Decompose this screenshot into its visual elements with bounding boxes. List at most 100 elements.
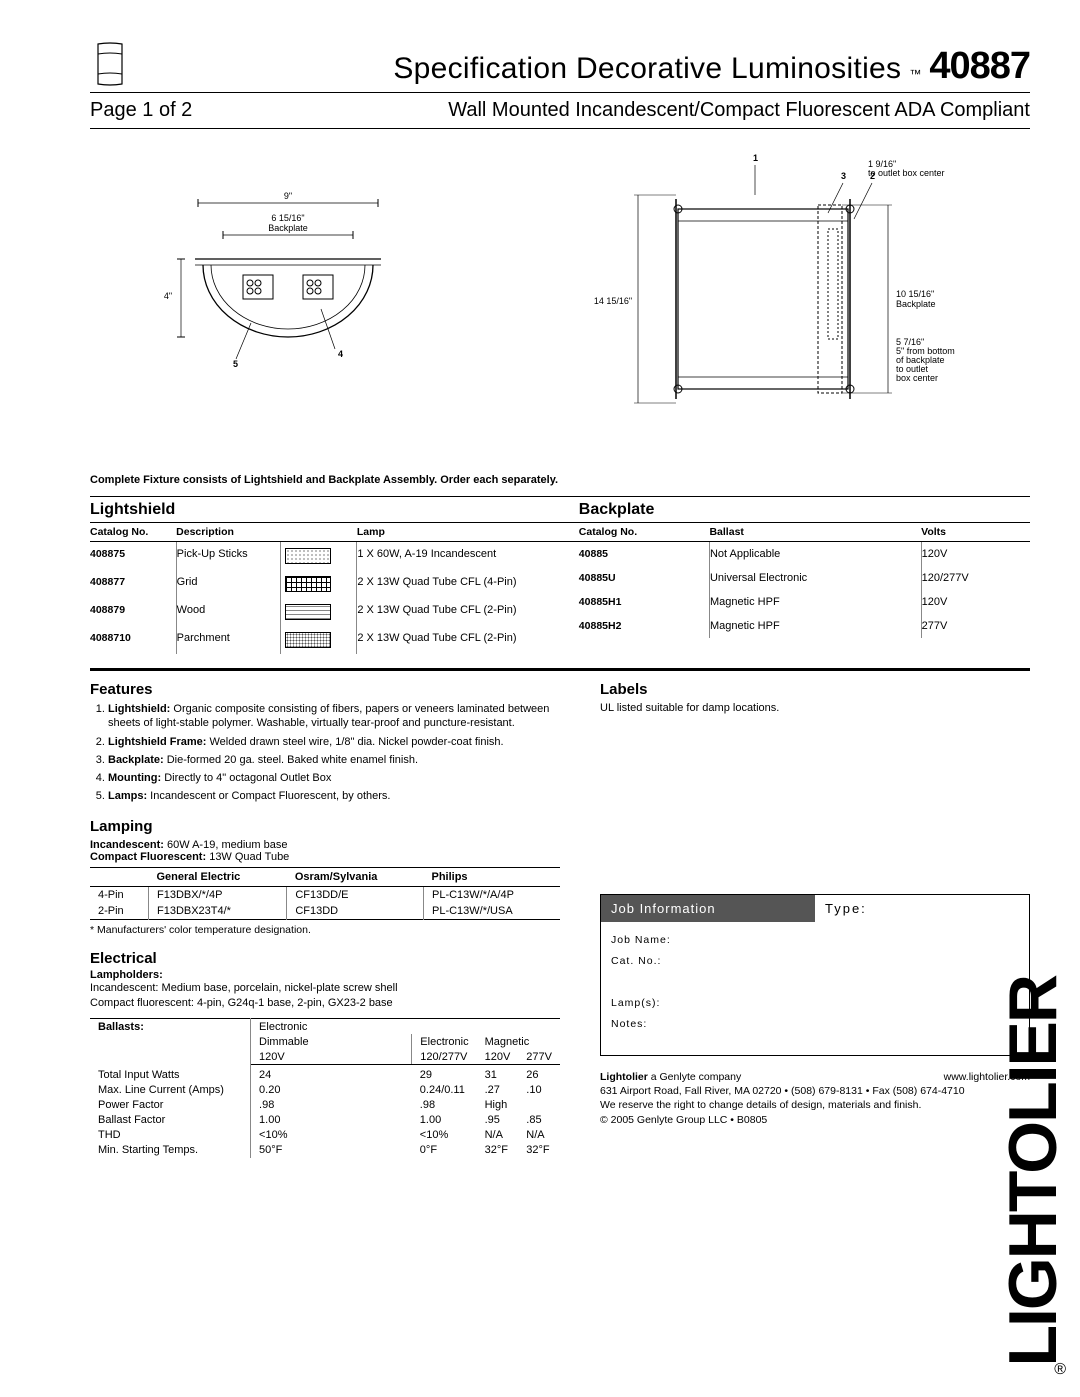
- job-type-label: Type:: [815, 895, 877, 922]
- job-name-label: Job Name:: [611, 930, 1019, 951]
- lamping-footnote: * Manufacturers' color temperature desig…: [90, 924, 560, 936]
- labels-title: Labels: [600, 681, 1030, 698]
- feature-item: Lamps: Incandescent or Compact Fluoresce…: [108, 789, 560, 803]
- features-title: Features: [90, 681, 560, 698]
- diagram-side: 1 3 2 1 9/16" to outlet box center: [558, 149, 998, 459]
- table-cell: .98: [412, 1098, 477, 1113]
- lamping-title: Lamping: [90, 818, 560, 835]
- table-cell: 2 X 13W Quad Tube CFL (2-Pin): [357, 598, 579, 626]
- header: Specification Decorative Luminosities ™ 4…: [90, 40, 1030, 93]
- product-icon: [90, 40, 130, 88]
- table-cell: 0°F: [412, 1143, 477, 1158]
- swatch-icon: [285, 576, 331, 592]
- svg-text:4: 4: [338, 349, 343, 359]
- table-cell: 0.24/0.11: [412, 1083, 477, 1098]
- table-cell: .98: [251, 1098, 412, 1113]
- tm: ™: [909, 67, 921, 81]
- table-cell: 4088710: [90, 626, 176, 654]
- table-cell: [281, 598, 357, 626]
- job-info-box: Job Information Type: Job Name: Cat. No.…: [600, 894, 1030, 1056]
- table-cell: N/A: [477, 1128, 519, 1143]
- swatch-icon: [285, 548, 331, 564]
- table-cell: Max. Line Current (Amps): [90, 1083, 251, 1098]
- table-cell: 408875: [90, 542, 176, 571]
- table-cell: Pick-Up Sticks: [176, 542, 280, 571]
- table-cell: Power Factor: [90, 1098, 251, 1113]
- table-cell: 32°F: [518, 1143, 560, 1158]
- lampholders-text: Incandescent: Medium base, porcelain, ni…: [90, 981, 560, 1011]
- swatch-icon: [285, 632, 331, 648]
- feature-item: Lightshield Frame: Welded drawn steel wi…: [108, 735, 560, 749]
- job-lamps-label: Lamp(s):: [611, 993, 1019, 1014]
- table-cell: Min. Starting Temps.: [90, 1143, 251, 1158]
- brand-vertical: LIGHTOLIER: [994, 976, 1072, 1367]
- diagrams: 9" 6 15/16" Backplate 4: [90, 149, 1030, 459]
- table-cell: 120V: [921, 590, 1030, 614]
- table-cell: THD: [90, 1128, 251, 1143]
- registered-mark: ®: [1054, 1361, 1066, 1379]
- backplate-title: Backplate: [579, 497, 1030, 523]
- svg-text:to outlet box center: to outlet box center: [868, 168, 945, 178]
- table-cell: Parchment: [176, 626, 280, 654]
- table-cell: 277V: [921, 614, 1030, 638]
- doc-title: Specification Decorative Luminosities: [393, 52, 901, 86]
- table-cell: N/A: [518, 1128, 560, 1143]
- table-cell: 26: [518, 1065, 560, 1083]
- svg-text:4": 4": [163, 291, 171, 301]
- svg-text:Backplate: Backplate: [896, 299, 936, 309]
- subheader: Page 1 of 2 Wall Mounted Incandescent/Co…: [90, 99, 1030, 129]
- table-cell: 408879: [90, 598, 176, 626]
- table-cell: 1.00: [251, 1113, 412, 1128]
- table-cell: PL-C13W/*/A/4P: [423, 886, 560, 903]
- swatch-icon: [285, 604, 331, 620]
- table-cell: CF13DD/E: [287, 886, 424, 903]
- svg-text:1: 1: [753, 153, 758, 163]
- job-notes-label: Notes:: [611, 1014, 1019, 1035]
- table-cell: <10%: [412, 1128, 477, 1143]
- table-cell: 2-Pin: [90, 903, 148, 920]
- backplate-table: Catalog No. Ballast Volts 40885 Not Appl…: [579, 523, 1030, 638]
- table-cell: .85: [518, 1113, 560, 1128]
- table-cell: 50°F: [251, 1143, 412, 1158]
- table-cell: Not Applicable: [709, 542, 921, 567]
- table-cell: High: [477, 1098, 519, 1113]
- svg-text:box center: box center: [896, 373, 938, 383]
- feature-item: Lightshield: Organic composite consistin…: [108, 702, 560, 731]
- table-cell: Universal Electronic: [709, 566, 921, 590]
- feature-item: Backplate: Die-formed 20 ga. steel. Bake…: [108, 753, 560, 767]
- table-cell: Wood: [176, 598, 280, 626]
- lightshield-title: Lightshield: [90, 497, 579, 523]
- table-cell: .27: [477, 1083, 519, 1098]
- svg-text:3: 3: [841, 171, 846, 181]
- table-cell: 40885U: [579, 566, 710, 590]
- model-number: 40887: [929, 45, 1030, 88]
- footer-address: 631 Airport Road, Fall River, MA 02720 •…: [600, 1084, 1030, 1098]
- ballasts-table: Ballasts: Electronic Dimmable Electronic…: [90, 1018, 560, 1158]
- divider: [90, 668, 1030, 671]
- lightshield-table: Catalog No. Description Lamp 408875 Pick…: [90, 523, 579, 654]
- table-cell: 32°F: [477, 1143, 519, 1158]
- table-cell: PL-C13W/*/USA: [423, 903, 560, 920]
- table-cell: [518, 1098, 560, 1113]
- table-cell: Ballast Factor: [90, 1113, 251, 1128]
- table-cell: 120/277V: [921, 566, 1030, 590]
- table-cell: 2 X 13W Quad Tube CFL (4-Pin): [357, 570, 579, 598]
- subtitle: Wall Mounted Incandescent/Compact Fluore…: [448, 99, 1030, 122]
- diagram-top: 9" 6 15/16" Backplate 4: [123, 149, 453, 379]
- svg-text:10 15/16": 10 15/16": [896, 289, 934, 299]
- table-cell: 2 X 13W Quad Tube CFL (2-Pin): [357, 626, 579, 654]
- table-cell: 4-Pin: [90, 886, 148, 903]
- table-cell: 120V: [921, 542, 1030, 567]
- table-cell: Magnetic HPF: [709, 614, 921, 638]
- page-indicator: Page 1 of 2: [90, 99, 192, 122]
- table-cell: 408877: [90, 570, 176, 598]
- job-catno-label: Cat. No.:: [611, 951, 1019, 972]
- footer-copyright: © 2005 Genlyte Group LLC • B0805: [600, 1113, 1030, 1127]
- table-cell: 1 X 60W, A-19 Incandescent: [357, 542, 579, 571]
- features-list: Lightshield: Organic composite consistin…: [90, 702, 560, 804]
- table-cell: Grid: [176, 570, 280, 598]
- table-cell: CF13DD: [287, 903, 424, 920]
- table-cell: [281, 570, 357, 598]
- table-cell: Total Input Watts: [90, 1065, 251, 1083]
- table-cell: F13DBX/*/4P: [148, 886, 286, 903]
